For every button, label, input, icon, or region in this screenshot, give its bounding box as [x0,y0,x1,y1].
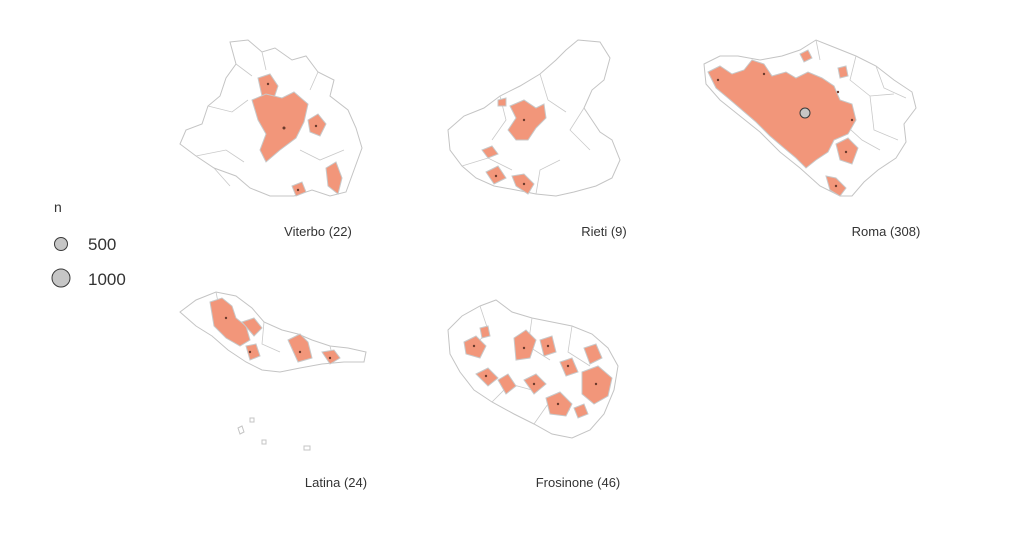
roma-highlight-castelli [835,137,859,165]
viterbo-highlight-south [291,181,307,197]
province-rieti: Rieti (9) [447,39,627,239]
frosinone-municipality-marker [522,346,526,350]
frosinone-outline [447,299,619,439]
latina-municipality-marker [328,356,332,360]
frosinone-highlight-west [475,367,499,387]
frosinone-municipality-marker [594,382,598,386]
latina-outline [179,291,367,373]
province-caption-frosinone: Frosinone (46) [536,475,621,490]
legend-label-small: 500 [88,235,116,254]
frosinone-highlight-center-west [497,373,517,395]
roma-highlight-north [799,49,813,63]
viterbo-boundaries [195,51,345,187]
viterbo-municipality-marker [314,124,318,128]
rieti-highlight-west [481,145,499,159]
frosinone-highlight-south-east [581,365,613,405]
viterbo-municipality-marker [266,82,270,86]
frosinone-municipality-marker [546,344,550,348]
roma-municipality-marker [716,78,720,82]
roma-municipality-marker [836,90,840,94]
rieti-municipality-marker [494,174,498,178]
rieti-municipality-marker [522,182,526,186]
roma-municipality-marker [834,184,838,188]
frosinone-highlight-north-west [463,335,487,359]
latina-municipality-marker [248,350,252,354]
latina-highlight-north [209,297,251,347]
roma-municipality-marker [762,72,766,76]
roma-boundaries [815,39,907,151]
frosinone-municipality-marker [566,364,570,368]
province-caption-roma: Roma (308) [852,224,921,239]
province-frosinone: Frosinone (46) [447,299,621,490]
frosinone-highlight-center-east [559,357,579,377]
province-latina: Latina (24) [179,291,367,490]
frosinone-highlight-east [583,343,603,365]
province-caption-latina: Latina (24) [305,475,367,490]
roma-highlight-main [707,59,857,169]
frosinone-municipality-marker [484,374,488,378]
province-caption-rieti: Rieti (9) [581,224,627,239]
rieti-highlight-city [507,99,547,141]
province-caption-viterbo: Viterbo (22) [284,224,352,239]
viterbo-municipality-marker [296,188,300,192]
rieti-highlight-north [497,97,507,107]
roma-count-bubble [799,107,811,119]
viterbo-municipality-marker [282,126,286,130]
viterbo-highlight-east [307,113,327,137]
legend-label-large: 1000 [88,270,126,289]
roma-municipality-marker [850,118,854,122]
frosinone-municipality-marker [472,344,476,348]
latina-highlight-east [287,333,313,363]
viterbo-highlight-south-east [325,161,343,195]
latina-municipality-marker [224,316,228,320]
viterbo-highlight-north [257,73,279,99]
roma-municipality-marker [844,150,848,154]
rieti-municipality-marker [522,118,526,122]
province-roma: Roma (308) [703,39,921,239]
frosinone-municipality-marker [532,382,536,386]
frosinone-municipality-marker [556,402,560,406]
size-legend: n 500 1000 [51,199,126,289]
roma-highlight-north-east [837,65,849,79]
legend-title: n [54,199,62,215]
legend-bubble-small [54,237,68,251]
latina-highlight-far-east [321,349,341,365]
legend-bubble-large [51,268,71,288]
latina-highlight-lepini [241,317,263,337]
province-viterbo: Viterbo (22) [179,39,363,239]
frosinone-highlight-far-south [573,403,589,419]
frosinone-highlight-north [479,325,491,339]
latina-highlight-center [245,343,261,361]
latina-municipality-marker [298,350,302,354]
viterbo-highlight-lake [251,91,309,163]
latina-islands [237,417,311,451]
frosinone-highlight-north-center [513,329,537,361]
